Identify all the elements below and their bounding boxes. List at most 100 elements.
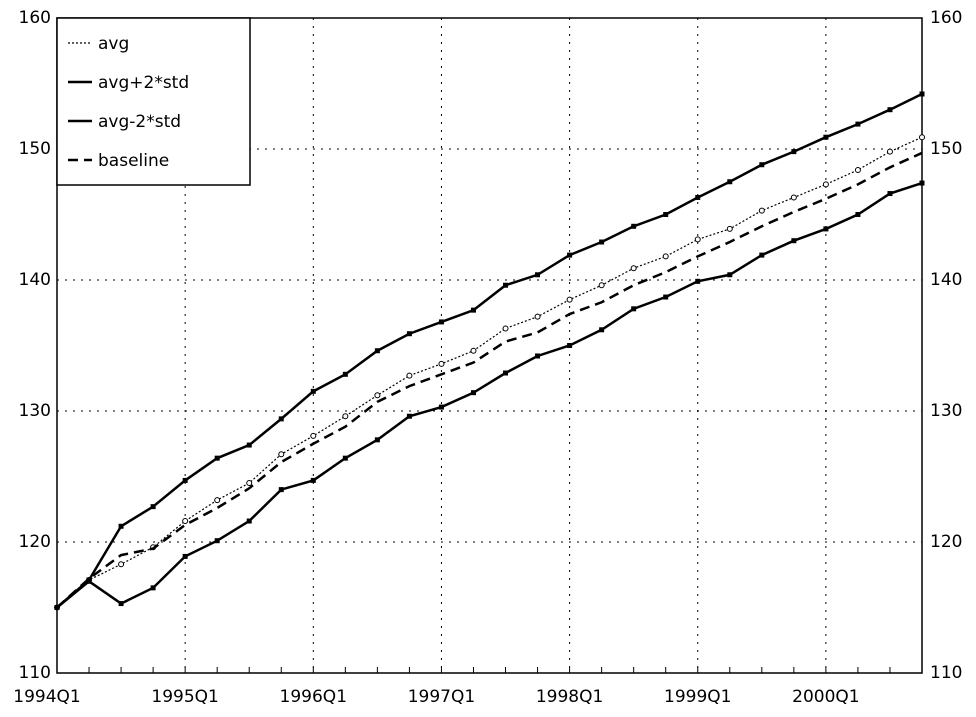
point-marker	[118, 523, 124, 529]
point-marker	[278, 416, 284, 422]
y-tick-label: 160	[19, 8, 51, 28]
point-marker	[182, 518, 189, 525]
point-marker	[374, 348, 380, 354]
series-line	[56, 151, 923, 609]
point-marker	[118, 601, 124, 607]
plot-frame	[56, 17, 923, 674]
point-marker	[790, 194, 797, 201]
point-marker	[599, 239, 605, 245]
point-marker	[855, 121, 861, 127]
point-marker	[86, 578, 92, 584]
point-marker	[182, 477, 188, 483]
point-marker	[630, 265, 637, 272]
y-tick-label: 110	[19, 663, 51, 683]
legend-box	[56, 17, 251, 186]
legend-label: baseline	[98, 151, 169, 171]
point-marker	[214, 538, 220, 544]
point-marker	[663, 212, 669, 217]
point-marker	[438, 360, 445, 367]
point-marker	[726, 225, 733, 232]
y-tick-label: 140	[19, 270, 51, 290]
point-marker	[535, 272, 541, 278]
series-line	[56, 92, 923, 609]
point-marker	[694, 236, 701, 243]
point-marker	[567, 343, 573, 348]
point-marker	[214, 497, 221, 504]
point-marker	[438, 404, 444, 410]
point-marker	[246, 480, 253, 487]
point-marker	[278, 487, 284, 493]
point-marker	[470, 390, 476, 396]
point-marker	[631, 223, 637, 229]
point-marker	[246, 442, 252, 448]
point-marker	[791, 149, 797, 155]
point-marker	[406, 331, 412, 337]
point-marker	[727, 272, 733, 278]
point-marker	[854, 166, 861, 173]
x-tick-label: 2000Q1	[792, 687, 859, 707]
x-tick-label: 1995Q1	[151, 687, 218, 707]
point-marker	[503, 282, 509, 288]
point-marker	[662, 253, 669, 260]
x-tick-label: 1999Q1	[664, 687, 731, 707]
point-marker	[534, 313, 541, 320]
point-marker	[823, 134, 829, 140]
point-marker	[342, 371, 348, 377]
point-marker	[374, 392, 381, 399]
legend-label: avg	[98, 34, 129, 54]
point-marker	[278, 451, 285, 458]
point-marker	[919, 91, 925, 97]
point-marker	[598, 282, 605, 289]
point-marker	[214, 455, 220, 461]
point-marker	[791, 238, 797, 244]
point-marker	[150, 504, 156, 510]
series-line	[56, 136, 923, 608]
point-marker	[663, 294, 669, 300]
x-tick-label: 1997Q1	[408, 687, 475, 707]
point-marker	[887, 191, 893, 197]
y2-tick-label: 120	[930, 532, 962, 552]
y-tick-label: 130	[19, 401, 51, 421]
point-marker	[150, 585, 156, 591]
legend-label: avg-2*std	[98, 112, 181, 132]
x-tick-label: 1994Q1	[13, 687, 80, 707]
point-marker	[886, 148, 893, 155]
y-tick-label: 120	[19, 532, 51, 552]
point-marker	[759, 252, 765, 258]
y2-tick-label: 110	[930, 663, 962, 683]
point-marker	[503, 370, 509, 376]
point-marker	[310, 388, 316, 394]
point-marker	[342, 413, 349, 420]
point-marker	[919, 180, 925, 186]
y2-tick-label: 150	[930, 139, 962, 159]
point-marker	[470, 307, 476, 313]
point-marker	[759, 162, 765, 168]
point-marker	[567, 252, 573, 258]
point-marker	[118, 561, 125, 568]
point-marker	[406, 372, 413, 379]
point-marker	[855, 212, 861, 217]
point-marker	[470, 347, 477, 354]
point-marker	[535, 353, 541, 359]
point-marker	[919, 134, 925, 141]
point-marker	[310, 477, 316, 483]
point-marker	[599, 327, 605, 333]
point-marker	[342, 455, 348, 461]
y-tick-label: 150	[19, 139, 51, 159]
point-marker	[695, 194, 701, 200]
point-marker	[887, 107, 893, 113]
point-marker	[374, 437, 380, 443]
point-marker	[310, 432, 317, 439]
y2-tick-label: 140	[930, 270, 962, 290]
point-marker	[182, 553, 188, 559]
point-marker	[631, 306, 637, 312]
y2-tick-label: 130	[930, 401, 962, 421]
legend-label: avg+2*std	[98, 73, 189, 93]
x-tick-label: 1998Q1	[536, 687, 603, 707]
point-marker	[566, 296, 573, 303]
point-marker	[406, 413, 412, 419]
y2-tick-label: 160	[930, 8, 962, 28]
point-marker	[727, 179, 733, 185]
point-marker	[502, 325, 509, 332]
